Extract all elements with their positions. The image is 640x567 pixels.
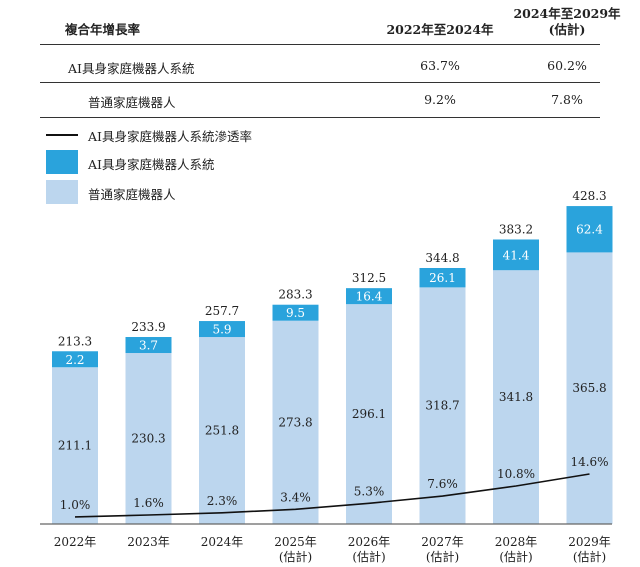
penetration-label: 3.4% <box>280 490 311 504</box>
x-tick-label: 2024年 <box>201 535 244 549</box>
bar-segment-general <box>493 270 539 524</box>
data-label-total: 344.8 <box>425 251 459 265</box>
x-tick-label: (估計) <box>279 549 312 564</box>
data-label-total: 312.5 <box>352 271 386 285</box>
x-tick-label: 2026年 <box>348 535 391 549</box>
x-tick-label: (估計) <box>499 549 532 564</box>
bar-segment-general <box>566 252 613 524</box>
data-label-ai: 62.4 <box>576 223 603 237</box>
cagr-row-value: 63.7% <box>420 58 460 73</box>
data-label-ai: 26.1 <box>429 271 456 285</box>
data-label-general: 211.1 <box>58 439 92 453</box>
legend-label: AI具身家庭機器人系統滲透率 <box>88 129 252 144</box>
data-label-total: 233.9 <box>131 320 165 334</box>
cagr-divider <box>40 44 600 45</box>
data-label-general: 273.8 <box>278 415 312 429</box>
x-tick-label: 2027年 <box>421 535 464 549</box>
bar-segment-general <box>346 304 392 524</box>
bar-segment-ai <box>125 337 172 354</box>
cagr-row-value: 9.2% <box>424 92 456 107</box>
data-label-ai: 5.9 <box>212 323 231 337</box>
penetration-label: 7.6% <box>427 477 458 491</box>
cagr-col2-header-line2: (估計) <box>548 22 586 37</box>
legend-swatch-ai <box>46 150 78 174</box>
x-tick-label: 2025年 <box>274 535 317 549</box>
legend-swatch-general <box>46 180 78 204</box>
x-tick-label: (估計) <box>426 549 459 564</box>
x-tick-label: 2028年 <box>495 535 538 549</box>
bar-segment-ai <box>346 288 392 305</box>
bar-segment-ai <box>272 304 319 321</box>
bar-segment-general <box>272 320 319 524</box>
data-label-general: 230.3 <box>131 432 165 446</box>
data-label-ai: 16.4 <box>356 290 383 304</box>
data-label-total: 257.7 <box>205 304 239 318</box>
x-tick-label: (估計) <box>352 549 385 564</box>
x-tick-label: 2022年 <box>54 535 97 549</box>
legend-line-swatch <box>46 134 78 136</box>
cagr-row-value: 60.2% <box>547 58 587 73</box>
data-label-general: 296.1 <box>352 407 386 421</box>
bar-segment-ai <box>566 206 613 253</box>
penetration-line <box>74 473 590 518</box>
penetration-label: 14.6% <box>570 455 608 469</box>
x-tick-label: (估計) <box>573 549 606 564</box>
data-label-ai: 3.7 <box>139 339 158 353</box>
data-label-total: 283.3 <box>278 288 312 302</box>
legend-label: 普通家庭機器人 <box>88 187 176 202</box>
penetration-label: 2.3% <box>207 494 238 508</box>
cagr-row-value: 7.8% <box>551 92 583 107</box>
penetration-label: 1.6% <box>133 496 164 510</box>
bar-segment-general <box>419 287 466 524</box>
penetration-label: 10.8% <box>497 467 535 481</box>
x-tick-label: 2023年 <box>127 535 170 549</box>
bar-segment-general <box>125 353 172 524</box>
data-label-total: 213.3 <box>58 334 92 348</box>
cagr-divider <box>40 82 600 83</box>
bar-segment-ai <box>199 321 245 338</box>
data-label-general: 318.7 <box>425 399 459 413</box>
bar-segment-ai <box>52 351 98 368</box>
data-label-general: 251.8 <box>205 424 239 438</box>
cagr-col2-header-line1: 2024年至2029年 <box>513 6 621 21</box>
data-label-ai: 9.5 <box>286 306 305 320</box>
data-label-total: 383.2 <box>499 222 533 236</box>
penetration-label: 5.3% <box>354 484 385 498</box>
cagr-row-label: 普通家庭機器人 <box>88 95 176 110</box>
cagr-table: 複合年增長率 2022年至2024年 2024年至2029年 (估計) AI具身… <box>0 0 640 120</box>
data-label-general: 365.8 <box>572 381 606 395</box>
penetration-label: 1.0% <box>60 498 91 512</box>
legend-label: AI具身家庭機器人系統 <box>88 157 215 172</box>
data-label-general: 341.8 <box>499 390 533 404</box>
cagr-col1-header: 2022年至2024年 <box>386 22 494 37</box>
cagr-divider <box>40 117 600 118</box>
bar-segment-general <box>199 337 245 524</box>
data-label-ai: 2.2 <box>65 353 84 367</box>
bar-segment-general <box>52 367 98 524</box>
data-label-ai: 41.4 <box>503 248 530 262</box>
cagr-title: 複合年增長率 <box>65 22 141 37</box>
bar-segment-ai <box>419 267 466 288</box>
x-tick-label: 2029年 <box>568 535 611 549</box>
data-label-total: 428.3 <box>572 189 606 203</box>
cagr-row-label: AI具身家庭機器人系統 <box>68 61 195 76</box>
bar-segment-ai <box>493 239 539 271</box>
